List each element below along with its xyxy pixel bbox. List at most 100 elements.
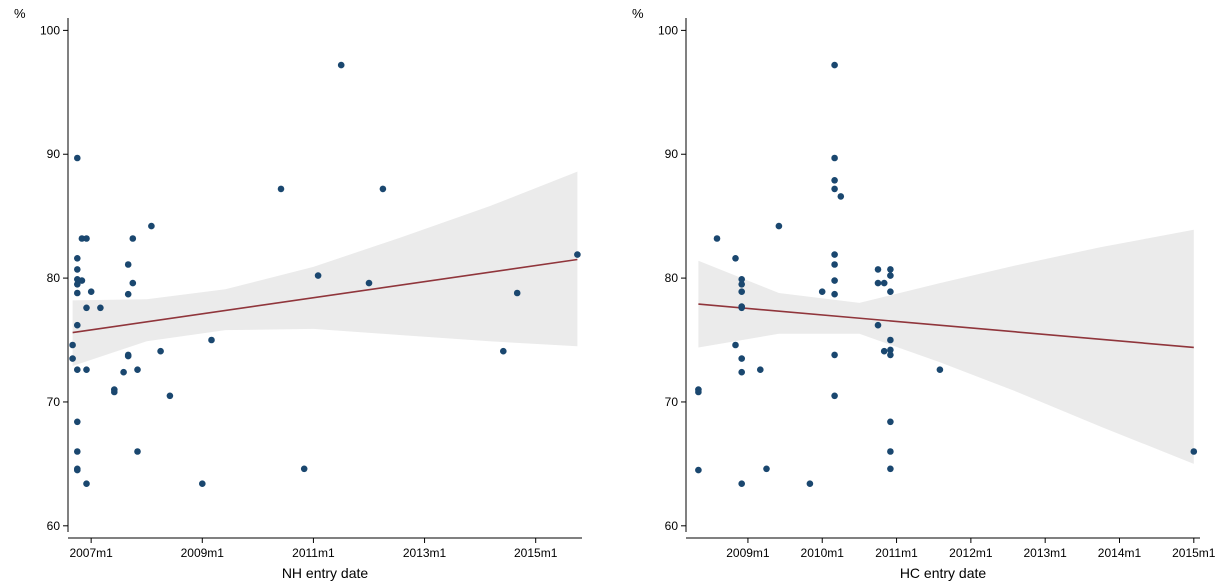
- data-point: [277, 185, 285, 193]
- data-point: [887, 448, 894, 455]
- y-tick-label: 100: [658, 23, 678, 37]
- data-point: [129, 279, 137, 287]
- data-point: [831, 185, 838, 193]
- data-point: [887, 288, 894, 296]
- data-point: [806, 480, 814, 488]
- x-tick-label: 2015m1: [514, 546, 558, 560]
- data-point: [74, 448, 81, 455]
- data-point: [134, 366, 141, 374]
- data-point: [83, 304, 90, 312]
- data-point: [513, 289, 521, 297]
- data-point: [97, 304, 104, 312]
- y-tick-label: 60: [665, 519, 679, 533]
- data-point: [74, 254, 81, 262]
- data-point: [300, 465, 308, 473]
- data-point: [83, 235, 90, 242]
- data-point: [87, 288, 95, 296]
- data-point: [83, 480, 90, 488]
- data-point: [713, 235, 721, 242]
- data-point: [738, 304, 745, 312]
- y-tick-label: 60: [47, 519, 61, 533]
- data-point: [500, 347, 507, 355]
- y-tick-label: 80: [47, 271, 61, 285]
- data-point: [831, 61, 838, 69]
- data-point: [818, 288, 826, 296]
- data-point: [831, 177, 838, 184]
- data-point: [874, 321, 882, 329]
- y-axis-label: %: [632, 6, 644, 21]
- data-point: [887, 418, 894, 426]
- data-point: [936, 366, 944, 374]
- data-point: [365, 279, 373, 287]
- data-point: [738, 281, 745, 288]
- x-tick-label: 2013m1: [403, 546, 447, 560]
- data-point: [134, 448, 141, 455]
- data-point: [157, 347, 164, 355]
- data-point: [831, 392, 838, 400]
- data-point: [831, 351, 838, 359]
- data-point: [738, 355, 745, 362]
- data-point: [695, 388, 702, 396]
- data-point: [74, 266, 81, 273]
- y-tick-label: 70: [47, 395, 61, 409]
- x-tick-label: 2015m1: [1172, 546, 1216, 560]
- data-point: [887, 272, 894, 279]
- data-point: [887, 336, 894, 344]
- data-point: [83, 366, 90, 374]
- data-point: [74, 289, 81, 297]
- data-point: [757, 366, 764, 374]
- fit-line: [72, 258, 578, 334]
- x-tick-label: 2014m1: [1098, 546, 1142, 560]
- data-point: [314, 272, 322, 279]
- data-point: [124, 261, 132, 268]
- data-point: [208, 336, 215, 344]
- data-point: [775, 222, 783, 230]
- data-point: [74, 466, 81, 474]
- y-tick-label: 90: [665, 147, 679, 161]
- data-point: [78, 235, 86, 242]
- x-tick-label: 2010m1: [801, 546, 845, 560]
- data-point: [887, 351, 894, 359]
- data-point: [337, 61, 345, 69]
- x-tick-label: 2011m1: [292, 546, 335, 560]
- data-point: [379, 185, 387, 193]
- data-point: [874, 279, 882, 287]
- data-point: [74, 154, 81, 162]
- confidence-band: [72, 171, 578, 366]
- data-point: [738, 480, 745, 488]
- data-point: [831, 251, 838, 258]
- data-point: [574, 251, 581, 258]
- data-point: [124, 352, 132, 360]
- data-point: [837, 193, 845, 200]
- data-point: [732, 341, 739, 349]
- data-point: [111, 388, 118, 396]
- x-axis-label: HC entry date: [900, 565, 987, 581]
- data-point: [129, 235, 137, 242]
- data-point: [74, 321, 81, 329]
- data-point: [166, 392, 174, 400]
- data-point: [887, 465, 894, 473]
- y-tick-label: 70: [665, 395, 679, 409]
- panel-hc-entry-date: 60 70 80 90 100 2009m1 2010m1 2011m1 2012m1 2013m…: [632, 6, 1216, 581]
- data-point: [732, 254, 739, 262]
- fit-line: [698, 303, 1194, 349]
- x-tick-label: 2007m1: [69, 546, 113, 560]
- data-point: [880, 347, 888, 355]
- data-point: [74, 366, 81, 374]
- data-point: [78, 277, 86, 284]
- data-point: [695, 466, 702, 474]
- x-tick-label: 2009m1: [181, 546, 225, 560]
- data-point: [738, 276, 745, 283]
- data-point: [69, 341, 76, 349]
- data-point: [831, 290, 838, 298]
- data-point: [874, 266, 882, 273]
- confidence-band: [698, 229, 1194, 464]
- data-point: [880, 279, 888, 287]
- y-tick-label: 100: [40, 23, 60, 37]
- data-point: [831, 277, 838, 284]
- data-point: [120, 368, 127, 376]
- data-point: [199, 480, 206, 488]
- data-point: [124, 290, 132, 298]
- x-tick-label: 2011m1: [875, 546, 918, 560]
